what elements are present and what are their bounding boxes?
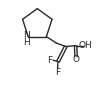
Text: F: F bbox=[47, 56, 53, 65]
Text: H: H bbox=[23, 38, 29, 47]
Text: N: N bbox=[23, 31, 29, 40]
Text: OH: OH bbox=[78, 41, 92, 50]
Text: O: O bbox=[73, 55, 80, 64]
Text: F: F bbox=[55, 68, 60, 77]
